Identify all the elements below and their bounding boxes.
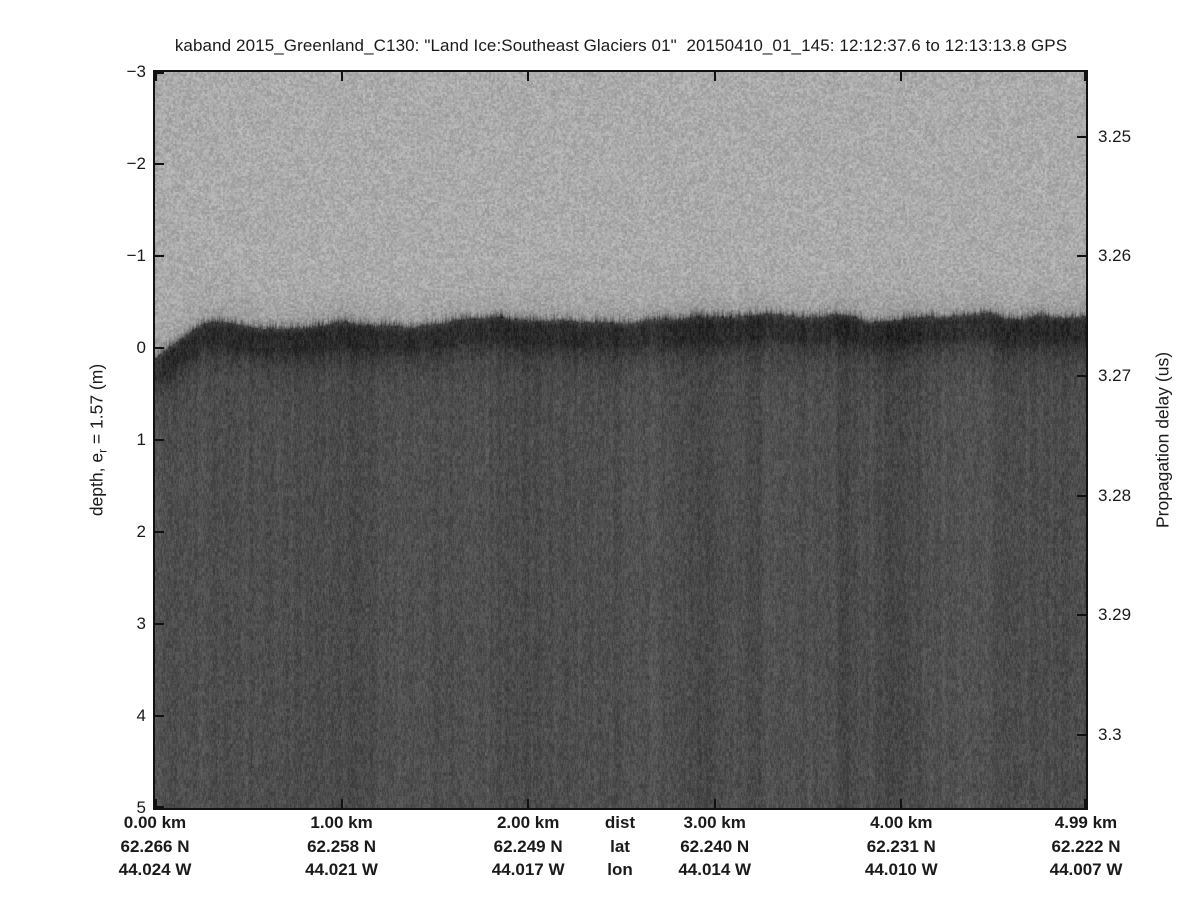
axis-tick-mark — [155, 163, 164, 165]
axis-tick-mark — [1084, 799, 1086, 808]
axis-tick-mark — [155, 623, 164, 625]
axis-tick-mark — [155, 72, 164, 74]
echogram-plot-area — [153, 70, 1088, 810]
axis-tick-mark — [1077, 733, 1086, 736]
axis-tick-mark — [1077, 494, 1086, 497]
x-label-lon: 44.007 W — [1049, 860, 1123, 879]
axis-tick-mark — [155, 347, 164, 349]
axis-tick-mark — [1084, 72, 1086, 81]
axis-tick-mark — [900, 799, 903, 808]
left-axis-label-text: depth, e — [86, 452, 107, 517]
x-axis-column-header: dist lat lon — [545, 811, 695, 882]
axis-tick-mark — [155, 531, 164, 533]
x-label-dist: 1.00 km — [310, 813, 373, 832]
x-label-lat: 62.231 N — [866, 836, 936, 856]
x-label-dist: 4.00 km — [870, 813, 933, 832]
left-tick-label: 0 — [136, 338, 146, 357]
x-label-lat: 62.240 N — [680, 836, 750, 856]
axis-tick-mark — [900, 72, 903, 81]
x-label-lon: 44.010 W — [864, 860, 938, 879]
right-tick-label: 3.3 — [1098, 724, 1122, 744]
left-tick-label: −3 — [126, 62, 146, 81]
axis-tick-mark — [1077, 135, 1086, 138]
axis-tick-mark — [1077, 374, 1086, 377]
right-tick-label: 3.26 — [1098, 246, 1132, 266]
x-label-lat: 62.249 N — [493, 836, 563, 856]
x-label-dist: dist — [604, 813, 636, 832]
axis-tick-mark — [155, 806, 164, 808]
right-axis-label: Propagation delay (us) — [1152, 351, 1173, 529]
left-tick-label: 3 — [136, 614, 146, 633]
x-label-dist: 2.00 km — [496, 813, 560, 832]
x-label-lon: 44.021 W — [305, 860, 378, 879]
left-tick-label: 5 — [136, 798, 146, 817]
echogram-image — [155, 72, 1086, 808]
right-tick-label: 3.29 — [1098, 605, 1132, 625]
x-label-lat: 62.222 N — [1051, 836, 1121, 856]
x-label-lon: lon — [607, 860, 633, 879]
x-axis-column-000km: 0.00 km 62.266 N 44.024 W — [80, 811, 230, 882]
figure-title: kaband 2015_Greenland_C130: "Land Ice:So… — [174, 36, 1068, 55]
x-axis-column-499km: 4.99 km 62.222 N 44.007 W — [1011, 811, 1161, 882]
x-label-dist: 0.00 km — [123, 813, 187, 832]
axis-tick-mark — [155, 72, 157, 81]
axis-tick-mark — [155, 439, 164, 441]
axis-tick-mark — [155, 715, 164, 717]
x-axis-column-100km: 1.00 km 62.258 N 44.021 W — [267, 811, 417, 882]
x-label-dist: 3.00 km — [683, 813, 746, 832]
axis-tick-mark — [155, 799, 157, 808]
x-axis-column-400km: 4.00 km 62.231 N 44.010 W — [826, 811, 976, 882]
left-tick-label: −1 — [126, 246, 146, 265]
x-label-lon: 44.024 W — [118, 860, 192, 879]
axis-tick-mark — [713, 799, 716, 808]
axis-tick-mark — [155, 255, 164, 257]
axis-tick-mark — [340, 72, 343, 81]
right-tick-label: 3.27 — [1098, 365, 1132, 385]
right-tick-label: 3.28 — [1098, 485, 1132, 505]
axis-tick-mark — [340, 799, 343, 808]
axis-tick-mark — [1077, 614, 1086, 617]
axis-tick-mark — [527, 799, 530, 808]
axis-tick-mark — [1077, 255, 1086, 258]
x-label-lat: lat — [610, 836, 630, 856]
left-tick-label: 2 — [136, 522, 146, 541]
x-label-lon: 44.017 W — [491, 860, 565, 879]
x-label-dist: 4.99 km — [1054, 813, 1118, 832]
axis-tick-mark — [713, 72, 716, 81]
axis-tick-mark — [527, 72, 530, 81]
x-axis-column-200km: 2.00 km 62.249 N 44.017 W — [453, 811, 603, 882]
x-label-lon: 44.014 W — [678, 860, 752, 879]
x-label-lat: 62.266 N — [120, 836, 190, 856]
left-tick-label: −2 — [126, 154, 146, 173]
left-tick-label: 4 — [136, 706, 146, 725]
left-tick-label: 1 — [136, 430, 146, 449]
x-label-lat: 62.258 N — [307, 836, 377, 856]
right-tick-label: 3.25 — [1098, 126, 1132, 146]
x-axis-column-300km: 3.00 km 62.240 N 44.014 W — [640, 811, 790, 882]
